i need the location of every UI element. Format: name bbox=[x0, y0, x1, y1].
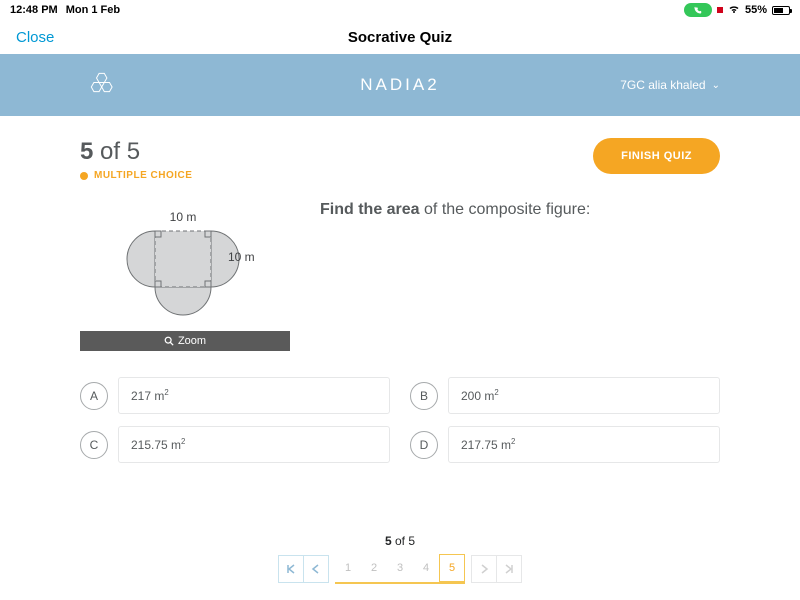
status-bar: 12:48 PM Mon 1 Feb 55% bbox=[0, 0, 800, 20]
pager-next-button[interactable] bbox=[471, 555, 497, 583]
pager-page-5[interactable]: 5 bbox=[439, 554, 465, 582]
figure-right-label: 10 m bbox=[228, 250, 255, 264]
progress-text: 5 of 5 bbox=[80, 138, 192, 166]
zoom-label: Zoom bbox=[178, 335, 206, 347]
battery-percent: 55% bbox=[745, 4, 767, 16]
choice-text-d: 217.75 m2 bbox=[448, 426, 720, 463]
nav-bar: Close Socrative Quiz bbox=[0, 20, 800, 54]
question-prompt: Find the area of the composite figure: bbox=[320, 201, 590, 219]
user-dropdown[interactable]: 7GC alia khaled ⌄ bbox=[620, 78, 720, 92]
next-page-icon bbox=[478, 563, 490, 575]
quiz-header: NADIA2 7GC alia khaled ⌄ bbox=[0, 54, 800, 116]
call-pill-icon bbox=[684, 3, 712, 17]
chevron-down-icon: ⌄ bbox=[712, 80, 720, 91]
figure-top-label: 10 m bbox=[170, 210, 197, 224]
choice-text-a: 217 m2 bbox=[118, 377, 390, 414]
last-page-icon bbox=[503, 563, 515, 575]
zoom-button[interactable]: Zoom bbox=[80, 331, 290, 351]
app-title: Socrative Quiz bbox=[348, 29, 452, 46]
choice-b[interactable]: B 200 m2 bbox=[410, 377, 720, 414]
choice-a[interactable]: A 217 m2 bbox=[80, 377, 390, 414]
composite-figure: 10 m 10 m bbox=[80, 201, 290, 331]
pager-first-button[interactable] bbox=[278, 555, 304, 583]
question-type-label: MULTIPLE CHOICE bbox=[80, 170, 192, 181]
user-name: 7GC alia khaled bbox=[620, 78, 705, 92]
mc-text: MULTIPLE CHOICE bbox=[94, 170, 192, 181]
pager-page-3[interactable]: 3 bbox=[387, 554, 413, 582]
pager-label: 5 of 5 bbox=[0, 534, 800, 548]
battery-icon bbox=[772, 6, 790, 15]
close-button[interactable]: Close bbox=[16, 29, 54, 46]
choice-letter-a: A bbox=[80, 382, 108, 410]
recording-indicator-icon bbox=[717, 7, 723, 13]
pager-page-2[interactable]: 2 bbox=[361, 554, 387, 582]
first-page-icon bbox=[285, 563, 297, 575]
pager-page-4[interactable]: 4 bbox=[413, 554, 439, 582]
pager-page-1[interactable]: 1 bbox=[335, 554, 361, 582]
choice-c[interactable]: C 215.75 m2 bbox=[80, 426, 390, 463]
choice-d[interactable]: D 217.75 m2 bbox=[410, 426, 720, 463]
mc-dot-icon bbox=[80, 172, 88, 180]
status-date: Mon 1 Feb bbox=[66, 4, 120, 16]
hex-logo-icon bbox=[90, 70, 116, 101]
finish-quiz-button[interactable]: FINISH QUIZ bbox=[593, 138, 720, 174]
quiz-name: NADIA2 bbox=[360, 75, 439, 95]
status-time: 12:48 PM bbox=[10, 4, 58, 16]
answer-choices: A 217 m2 B 200 m2 C 215.75 m2 D 217.75 m… bbox=[80, 377, 720, 463]
pager-prev-button[interactable] bbox=[303, 555, 329, 583]
prev-page-icon bbox=[310, 563, 322, 575]
choice-text-b: 200 m2 bbox=[448, 377, 720, 414]
zoom-icon bbox=[164, 336, 174, 346]
footer-pagination: 5 of 5 1 2 3 4 5 bbox=[0, 534, 800, 584]
choice-letter-d: D bbox=[410, 431, 438, 459]
wifi-icon bbox=[728, 4, 740, 17]
choice-letter-c: C bbox=[80, 431, 108, 459]
content-area: 5 of 5 MULTIPLE CHOICE FINISH QUIZ bbox=[0, 116, 800, 463]
progress-block: 5 of 5 MULTIPLE CHOICE bbox=[80, 138, 192, 181]
pager-numbers: 1 2 3 4 5 bbox=[335, 554, 465, 584]
choice-letter-b: B bbox=[410, 382, 438, 410]
choice-text-c: 215.75 m2 bbox=[118, 426, 390, 463]
figure-column: 10 m 10 m Zoom bbox=[80, 201, 290, 351]
pager-last-button[interactable] bbox=[496, 555, 522, 583]
